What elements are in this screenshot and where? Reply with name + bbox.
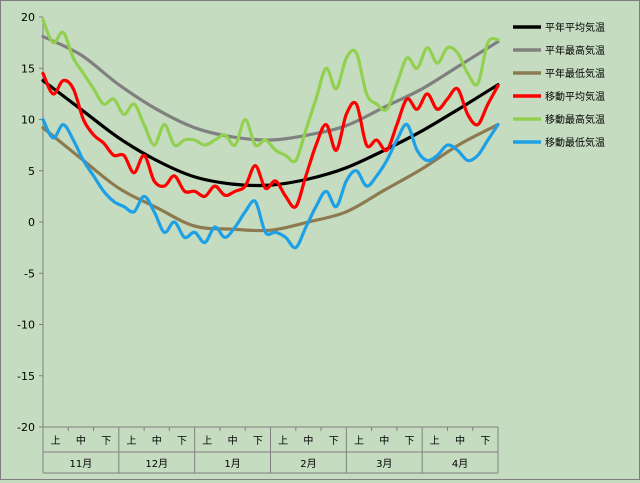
month-label: 3月 [376,458,392,470]
month-label: 11月 [70,458,93,470]
period-label: 下 [101,436,111,447]
month-label: 1月 [224,458,240,470]
y-tick-label: 5 [28,165,35,178]
series-line-2 [41,123,500,233]
y-tick-label: -5 [24,267,35,280]
period-label: 上 [278,435,288,447]
month-label: 2月 [300,458,316,470]
month-label: 12月 [145,458,168,470]
period-label: 中 [379,434,389,447]
series-line-4 [41,18,500,164]
y-tick-label: 20 [21,11,35,24]
y-tick-label: -15 [17,370,35,383]
period-label: 下 [405,436,415,447]
y-tick-label: -10 [17,319,35,332]
y-tick-label: 15 [21,62,35,75]
period-label: 中 [455,434,465,447]
period-label: 下 [480,436,490,447]
period-label: 下 [177,436,187,447]
period-label: 中 [303,434,313,447]
legend-label: 平年平均気温 [545,21,605,34]
legend-label: 平年最高気温 [545,44,605,57]
period-label: 中 [152,434,162,447]
legend-label: 移動最低気温 [545,136,605,149]
legend-label: 移動平均気温 [545,90,605,103]
y-tick-label: -20 [17,421,35,434]
period-label: 上 [126,435,136,447]
period-label: 下 [253,436,263,447]
month-label: 4月 [452,458,468,470]
period-label: 中 [228,434,238,447]
legend-label: 移動最高気温 [545,113,605,126]
period-label: 上 [430,435,440,447]
period-label: 上 [51,435,61,447]
legend-label: 平年最低気温 [545,67,605,80]
series-line-1 [41,34,500,142]
period-label: 下 [329,436,339,447]
period-label: 中 [76,434,86,447]
series-line-5 [41,117,500,250]
period-label: 上 [354,435,364,447]
y-tick-label: 0 [28,216,35,229]
y-tick-label: 10 [21,114,35,127]
period-label: 上 [202,435,212,447]
series-line-3 [41,71,500,209]
